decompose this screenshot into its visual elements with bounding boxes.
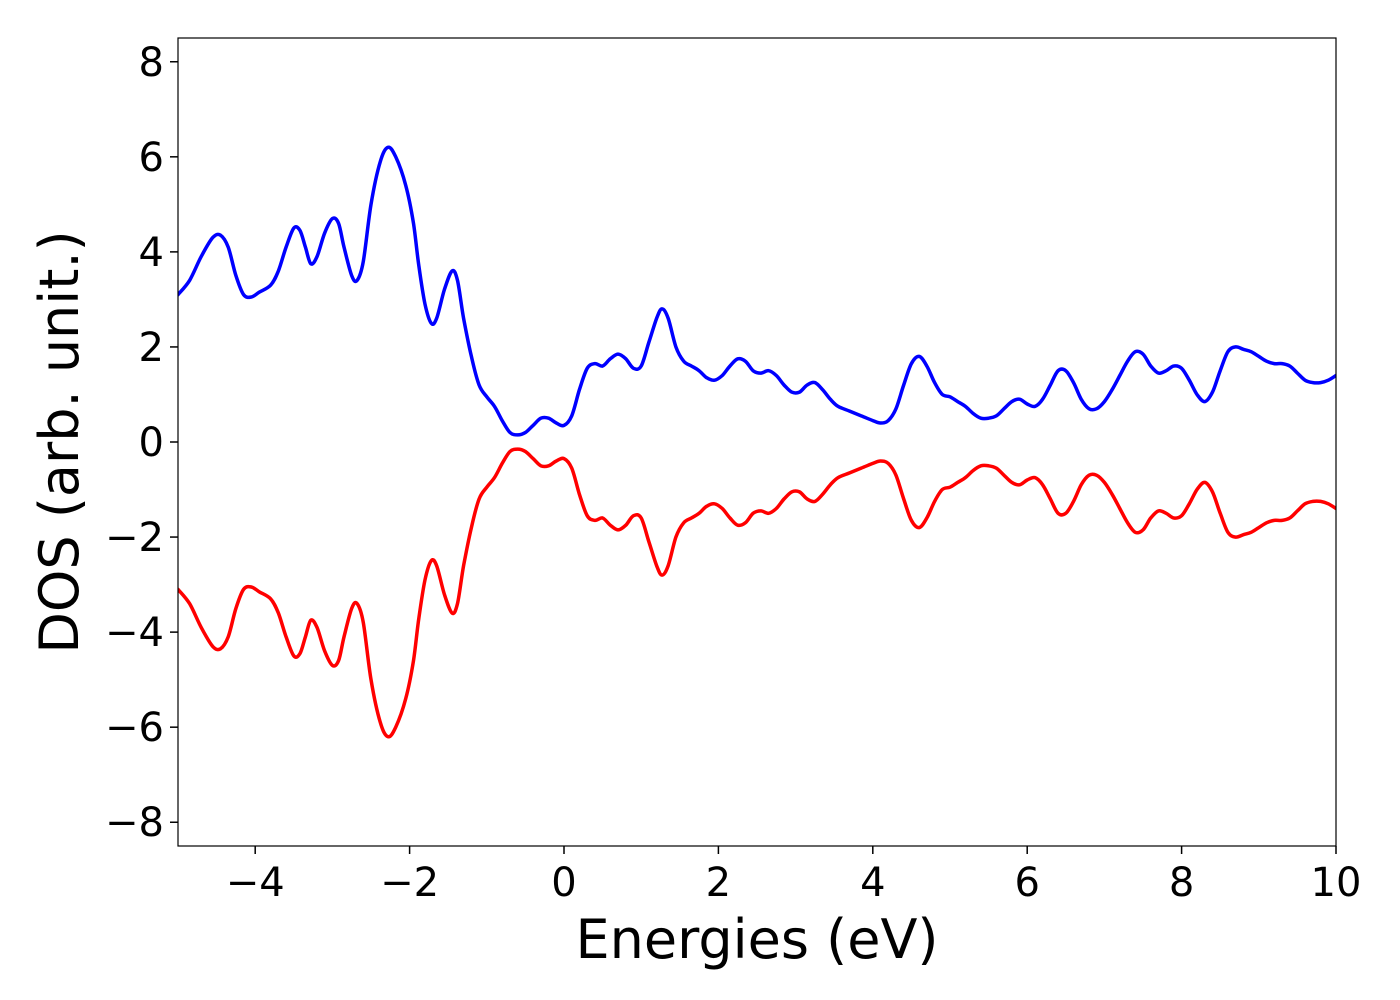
x-tick-label: 0 bbox=[551, 860, 576, 906]
y-tick-label: 2 bbox=[139, 325, 164, 371]
y-axis-title: DOS (arb. unit.) bbox=[28, 230, 91, 653]
y-tick-label: 0 bbox=[139, 420, 164, 466]
plot-frame bbox=[177, 37, 1337, 847]
y-axis: 8 6 4 2 0 −2 −4 −6 −8 bbox=[105, 40, 178, 846]
y-tick-label: 8 bbox=[139, 40, 164, 86]
series-line-lower bbox=[178, 447, 1336, 739]
y-tick-label: −6 bbox=[105, 705, 164, 751]
x-tick-label: −2 bbox=[380, 860, 439, 906]
y-tick-label: −8 bbox=[105, 800, 164, 846]
x-tick-label: 4 bbox=[860, 860, 885, 906]
x-tick-label: 10 bbox=[1311, 860, 1362, 906]
series-line-upper bbox=[178, 145, 1336, 437]
x-tick-label: −4 bbox=[226, 860, 285, 906]
y-tick-label: 6 bbox=[139, 135, 164, 181]
series-layer bbox=[178, 145, 1336, 739]
x-tick-label: 6 bbox=[1014, 860, 1039, 906]
y-tick-label: −2 bbox=[105, 515, 164, 561]
x-tick-label: 2 bbox=[706, 860, 731, 906]
y-tick-label: 4 bbox=[139, 230, 164, 276]
y-tick-label: −4 bbox=[105, 610, 164, 656]
x-axis-title: Energies (eV) bbox=[576, 908, 939, 971]
x-axis: −4 −2 0 2 4 6 8 10 bbox=[226, 846, 1362, 906]
x-tick-label: 8 bbox=[1169, 860, 1194, 906]
